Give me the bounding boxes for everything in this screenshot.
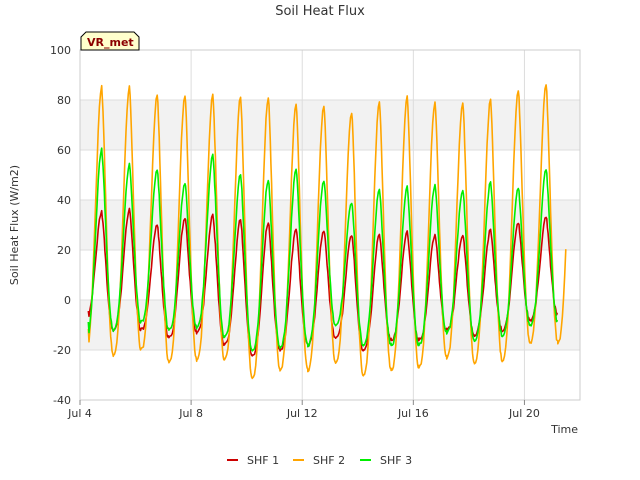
x-tick-label: Jul 8 bbox=[178, 407, 203, 420]
background-band bbox=[80, 200, 580, 250]
y-tick-label: -20 bbox=[53, 344, 71, 357]
legend-label-shf-2: SHF 2 bbox=[313, 454, 345, 467]
badge-shape bbox=[80, 31, 140, 51]
badge-label: VR_met bbox=[87, 36, 134, 49]
x-tick-label: Jul 16 bbox=[397, 407, 429, 420]
y-tick-label: 80 bbox=[57, 94, 71, 107]
y-tick-label: 40 bbox=[57, 194, 71, 207]
x-axis-label: Time bbox=[550, 423, 578, 436]
y-tick-label: -40 bbox=[53, 394, 71, 407]
y-tick-label: 20 bbox=[57, 244, 71, 257]
legend: SHF 1 SHF 2 SHF 3 bbox=[227, 454, 412, 467]
station-badge: VR_met bbox=[80, 31, 140, 51]
x-tick-label: Jul 4 bbox=[67, 407, 92, 420]
y-tick-label: 0 bbox=[64, 294, 71, 307]
plot-frame bbox=[79, 49, 581, 401]
legend-label-shf-3: SHF 3 bbox=[380, 454, 412, 467]
x-tick-label: Jul 12 bbox=[286, 407, 318, 420]
plot-background-bands bbox=[80, 100, 580, 350]
y-axis-ticks: -40 -20 0 20 40 60 80 100 bbox=[50, 44, 71, 407]
y-tick-label: 100 bbox=[50, 44, 71, 57]
y-axis-label: Soil Heat Flux (W/m2) bbox=[8, 165, 21, 285]
background-band bbox=[80, 100, 580, 150]
x-tick-label: Jul 20 bbox=[508, 407, 540, 420]
legend-label-shf-1: SHF 1 bbox=[247, 454, 279, 467]
series-line-shf-3 bbox=[87, 147, 558, 352]
y-tick-label: 60 bbox=[57, 144, 71, 157]
x-axis-ticks: Jul 4 Jul 8 Jul 12 Jul 16 Jul 20 bbox=[67, 400, 540, 420]
chart-title: Soil Heat Flux bbox=[275, 4, 365, 19]
series-layer bbox=[87, 84, 567, 380]
series-line-shf-2 bbox=[87, 84, 567, 380]
